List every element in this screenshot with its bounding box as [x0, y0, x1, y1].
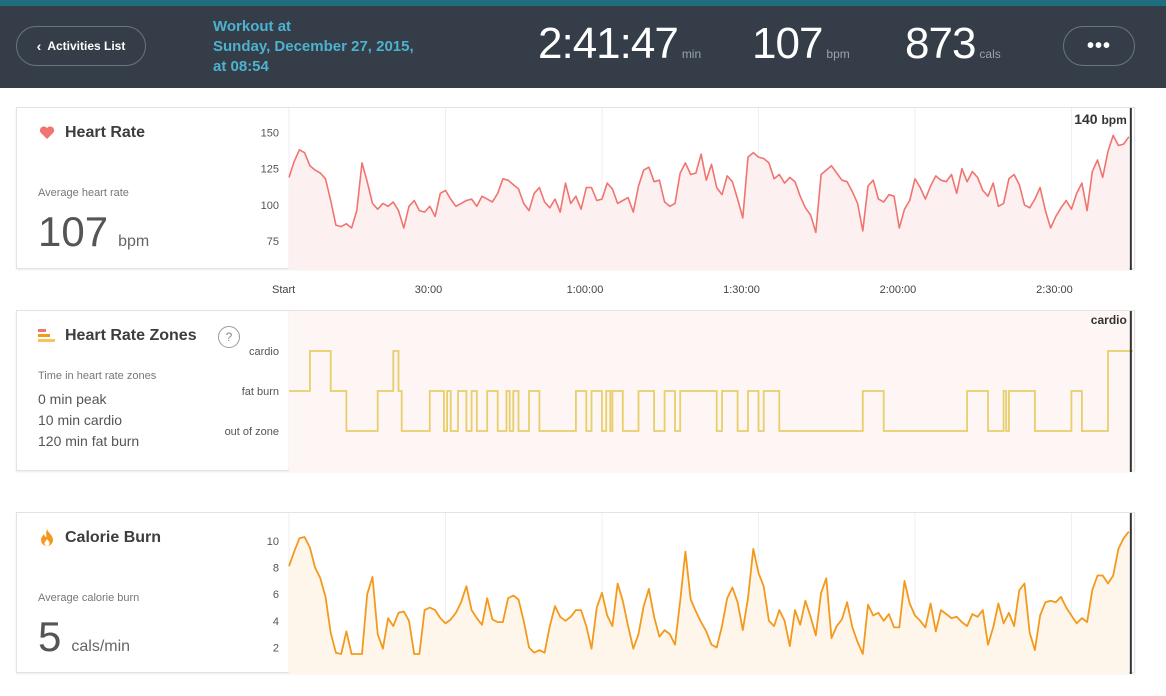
more-dots-icon: ••• — [1086, 34, 1111, 57]
calorie-title-text: Calorie Burn — [65, 529, 162, 546]
duration-unit: min — [681, 47, 702, 61]
calorie-burn-chart[interactable]: 10 8 6 4 2 — [17, 513, 1136, 674]
zone-step-line — [289, 350, 1133, 432]
cursor-value-label: 140 bpm — [1074, 111, 1127, 127]
x-tick-label: Start — [272, 284, 295, 296]
workout-title: Workout at Sunday, December 27, 2015, at… — [213, 17, 453, 77]
avg-calorie-value: 5 — [38, 613, 62, 660]
calorie-burn-panel: Calorie Burn Average calorie burn 5 cals… — [16, 512, 1136, 674]
zone-axis-label: cardio — [249, 346, 279, 358]
duration-stat: 2:41:47 min — [538, 22, 701, 66]
workout-time: at 08:54 — [213, 58, 269, 75]
back-button-label: Activities List — [47, 39, 126, 53]
y-tick-label: 100 — [261, 200, 279, 212]
chevron-left-icon: ‹ — [36, 38, 42, 54]
avg-calorie-burn: 5 cals/min — [38, 616, 130, 658]
heart-rate-zones-chart[interactable]: cardio fat burn out of zone cardio — [17, 311, 1136, 472]
y-tick-label: 10 — [267, 536, 279, 548]
heart-icon — [38, 124, 56, 142]
heart-rate-title: Heart Rate — [38, 124, 145, 142]
calorie-title: Calorie Burn — [38, 529, 161, 547]
calorie-area — [289, 531, 1129, 674]
heart-rate-panel: Heart Rate Average heart rate 107 bpm 15… — [16, 107, 1136, 270]
zones-title-text: Heart Rate Zones — [65, 327, 197, 344]
zones-sub-label: Time in heart rate zones — [38, 370, 157, 382]
y-tick-label: 4 — [273, 616, 279, 628]
zone-axis-label: fat burn — [242, 386, 279, 398]
y-tick-label: 75 — [267, 236, 279, 248]
calorie-line — [288, 531, 1130, 655]
heart-rate-chart[interactable]: 150 125 100 75 140 bpm — [17, 108, 1136, 270]
cursor-heart-rate-unit: bpm — [1101, 113, 1126, 127]
heart-rate-area — [289, 135, 1129, 270]
heart-rate-line — [288, 134, 1130, 234]
x-tick-label: 1:00:00 — [567, 284, 604, 296]
cursor-zone-label: cardio — [1091, 313, 1127, 327]
x-tick-label: 30:00 — [415, 284, 443, 296]
x-tick-label: 1:30:00 — [723, 284, 760, 296]
zone-axis-label: out of zone — [225, 426, 279, 438]
zones-summary: Heart Rate Zones ? Time in heart rate zo… — [17, 311, 289, 470]
zone-line-fat-burn: 120 min fat burn — [38, 433, 140, 449]
workout-date: Sunday, December 27, 2015, — [213, 38, 414, 55]
y-tick-label: 6 — [273, 589, 279, 601]
more-options-button[interactable]: ••• — [1063, 26, 1135, 66]
avg-heart-rate-value: 107 — [38, 208, 109, 255]
calories-value: 873 — [905, 19, 976, 68]
y-tick-label: 8 — [273, 563, 279, 575]
y-tick-label: 150 — [261, 127, 279, 139]
avg-heart-rate: 107 bpm — [38, 211, 149, 253]
time-axis: Start 30:00 1:00:00 1:30:00 2:00:00 2:30:00 — [272, 284, 1073, 296]
y-tick-label: 2 — [273, 642, 279, 654]
top-bar: ‹ Activities List Workout at Sunday, Dec… — [0, 0, 1166, 88]
zones-bars-icon — [38, 327, 56, 345]
y-tick-label: 125 — [261, 164, 279, 176]
heart-rate-stat: 107 bpm — [752, 22, 850, 66]
help-icon[interactable]: ? — [218, 326, 240, 348]
heart-rate-value: 107 — [752, 19, 823, 68]
avg-heart-rate-unit: bpm — [118, 233, 150, 250]
duration-value: 2:41:47 — [538, 19, 679, 68]
activities-list-button[interactable]: ‹ Activities List — [16, 26, 146, 66]
workout-title-line: Workout at — [213, 18, 292, 35]
zone-line-cardio: 10 min cardio — [38, 412, 123, 428]
x-tick-label: 2:00:00 — [880, 284, 917, 296]
avg-calorie-unit: cals/min — [71, 638, 131, 655]
heart-rate-unit: bpm — [826, 47, 850, 61]
heart-rate-summary: Heart Rate Average heart rate 107 bpm — [17, 108, 289, 268]
cursor-heart-rate-value: 140 — [1074, 111, 1101, 127]
calories-stat: 873 cals — [905, 22, 1001, 66]
avg-calorie-label: Average calorie burn — [38, 592, 140, 604]
heart-rate-title-text: Heart Rate — [65, 124, 146, 141]
zone-line-peak: 0 min peak — [38, 391, 107, 407]
calorie-summary: Calorie Burn Average calorie burn 5 cals… — [17, 513, 289, 672]
avg-heart-rate-label: Average heart rate — [38, 187, 129, 199]
heart-rate-zones-panel: Heart Rate Zones ? Time in heart rate zo… — [16, 310, 1136, 472]
x-tick-label: 2:30:00 — [1036, 284, 1073, 296]
zones-title: Heart Rate Zones — [38, 327, 197, 345]
flame-icon — [38, 529, 56, 547]
calories-unit: cals — [979, 47, 1001, 61]
zones-summary-lines: 0 min peak 10 min cardio 120 min fat bur… — [38, 389, 139, 452]
